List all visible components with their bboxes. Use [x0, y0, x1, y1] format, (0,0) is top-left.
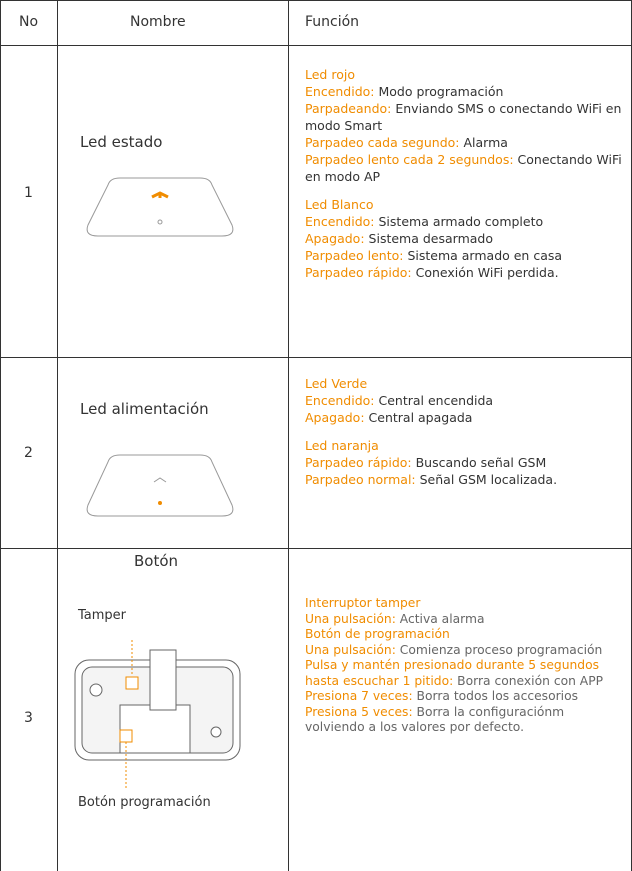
item-label: Una pulsación:	[305, 642, 396, 657]
item-text: Central apagada	[368, 410, 473, 425]
function-group: Led Verde Encendido: Central encendida Apa…	[305, 375, 625, 426]
item-text: Activa alarma	[399, 611, 485, 626]
row-name: Led alimentación	[80, 400, 209, 418]
function-group: Interruptor tamper Una pulsación: Activa …	[305, 596, 605, 627]
item-text: Alarma	[463, 135, 508, 150]
device-icon	[86, 177, 234, 517]
device-back	[74, 640, 241, 788]
function-item: Apagado: Central apagada	[305, 409, 625, 426]
function-item: Parpadeo lento cada 2 segundos: Conectan…	[305, 151, 625, 185]
item-label: Parpadeo lento:	[305, 248, 404, 263]
function-item: Parpadeo cada segundo: Alarma	[305, 134, 625, 151]
item-text: Sistema armado en casa	[407, 248, 563, 263]
row-name: Botón	[134, 552, 179, 570]
group-title: Led naranja	[305, 438, 379, 453]
item-label: Parpadeo cada segundo:	[305, 135, 460, 150]
function-item: Presiona 5 veces: Borra la configuración…	[305, 705, 605, 736]
function-item: Apagado: Sistema desarmado	[305, 230, 625, 247]
function-item: Parpadeo lento: Sistema armado en casa	[305, 247, 625, 264]
function-item: Pulsa y mantén presionado durante 5 segu…	[305, 658, 605, 689]
function-item: Presiona 7 veces: Borra todos los acceso…	[305, 689, 605, 705]
item-label: Una pulsación:	[305, 611, 396, 626]
row-name: Led estado	[80, 133, 163, 151]
item-text: Señal GSM localizada.	[419, 472, 558, 487]
function-group: Led naranja Parpadeo rápido: Buscando señ…	[305, 437, 625, 488]
item-text: Sistema desarmado	[368, 231, 493, 246]
function-item: Encendido: Sistema armado completo	[305, 213, 625, 230]
callout: Tamper	[78, 608, 127, 623]
item-label: Parpadeo rápido:	[305, 265, 412, 280]
row-number: 2	[24, 445, 33, 461]
function-item: Parpadeo rápido: Conexión WiFi perdida.	[305, 264, 625, 281]
function-item: Encendido: Modo programación	[305, 83, 625, 100]
row-number: 3	[24, 710, 33, 726]
function-text: Led Verde Encendido: Central encendida Apa…	[305, 375, 625, 499]
function-item: Parpadeo rápido: Buscando señal GSM	[305, 454, 625, 471]
item-text: Borra todos los accesorios	[416, 689, 579, 703]
item-text: Conectando WiFi en modo AP	[305, 152, 622, 184]
item-text: Borra la configuraciónm volviendo a los …	[305, 704, 565, 735]
row-number: 1	[24, 185, 33, 201]
item-label: Parpadeo rápido:	[305, 455, 412, 470]
item-label: Apagado:	[305, 231, 365, 246]
item-label: Parpadeando:	[305, 101, 392, 116]
item-text: Borra conexión con APP	[457, 673, 604, 688]
header-function: Función	[305, 14, 360, 30]
item-label: Parpadeo lento cada 2 segundos:	[305, 152, 514, 167]
group-title: Led rojo	[305, 67, 355, 82]
group-title: Interruptor tamper	[305, 596, 421, 610]
function-item: Una pulsación: Comienza proceso programa…	[305, 643, 605, 659]
function-item: Encendido: Central encendida	[305, 392, 625, 409]
group-title: Botón de programación	[305, 627, 450, 641]
item-label: Apagado:	[305, 410, 365, 425]
item-text: Conexión WiFi perdida.	[415, 265, 559, 280]
function-group: Led rojo Encendido: Modo programación Parp…	[305, 66, 625, 185]
item-text: Central encendida	[378, 393, 494, 408]
item-text: Modo programación	[378, 84, 504, 99]
function-item: Parpadeando: Enviando SMS o conectando W…	[305, 100, 625, 134]
function-item: Parpadeo normal: Señal GSM localizada.	[305, 471, 625, 488]
header-name: Nombre	[130, 14, 186, 30]
item-label: Presiona 5 veces:	[305, 704, 413, 719]
item-label: Presiona 7 veces:	[305, 689, 413, 703]
item-text: Comienza proceso programación	[399, 642, 603, 657]
item-label: Encendido:	[305, 84, 375, 99]
group-title: Led Verde	[305, 376, 368, 391]
callout: Botón programación	[78, 795, 211, 810]
group-title: Led Blanco	[305, 197, 374, 212]
item-label: Encendido:	[305, 214, 375, 229]
item-text: Enviando SMS o conectando WiFi en modo S…	[305, 101, 622, 133]
item-text: Sistema armado completo	[378, 214, 544, 229]
function-text: Led rojo Encendido: Modo programación Parp…	[305, 66, 625, 292]
function-group: Botón de programación Una pulsación: Comi…	[305, 627, 605, 736]
item-label: Encendido:	[305, 393, 375, 408]
item-text: Buscando señal GSM	[415, 455, 547, 470]
header-no: No	[18, 14, 39, 30]
function-text: Interruptor tamper Una pulsación: Activa …	[305, 596, 605, 736]
function-group: Led Blanco Encendido: Sistema armado comp…	[305, 196, 625, 281]
item-label: Pulsa y mantén presionado durante 5 segu…	[305, 658, 600, 688]
item-label: Parpadeo normal:	[305, 472, 416, 487]
function-item: Una pulsación: Activa alarma	[305, 612, 605, 628]
